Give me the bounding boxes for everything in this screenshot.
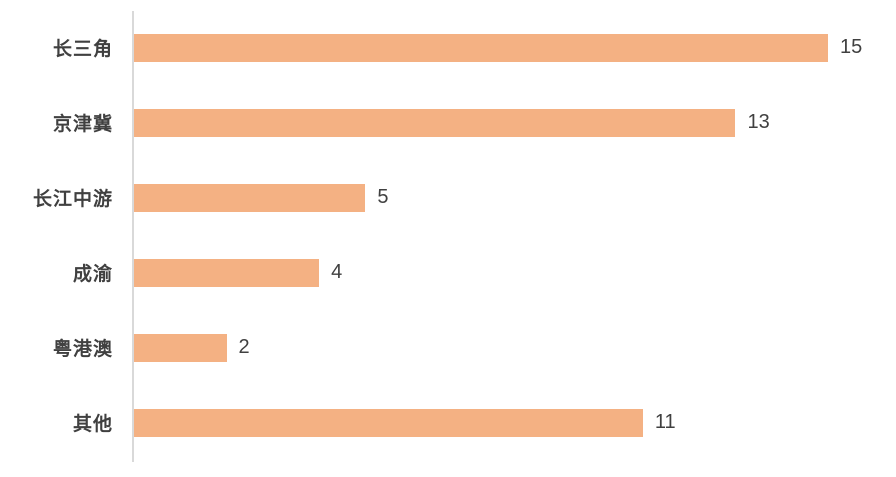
chart-row: 成渝 4: [0, 235, 896, 310]
bar: [134, 183, 366, 212]
value-label: 4: [331, 261, 343, 283]
bar-track: 11: [134, 408, 828, 437]
chart-row: 京津冀 13: [0, 85, 896, 160]
category-label: 粤港澳: [52, 339, 113, 360]
chart-row: 粤港澳 2: [0, 310, 896, 385]
category-label: 长江中游: [32, 189, 113, 210]
bar: [134, 408, 643, 437]
chart-row: 其他 11: [0, 385, 896, 460]
value-label: 11: [654, 411, 676, 433]
chart-rows: 长三角 15 京津冀 13 长江中游 5 成渝 4 粤港澳 2 其他: [0, 10, 896, 460]
value-label: 5: [377, 186, 389, 208]
category-label: 成渝: [72, 264, 113, 285]
bar: [134, 333, 227, 362]
bar-track: 15: [134, 33, 862, 62]
bar: [134, 108, 736, 137]
category-label: 长三角: [52, 39, 113, 60]
category-axis-line: [132, 11, 134, 462]
bar: [134, 33, 828, 62]
category-label: 京津冀: [52, 114, 113, 135]
value-label: 13: [747, 111, 770, 133]
category-label: 其他: [72, 414, 113, 435]
value-label: 2: [238, 336, 250, 358]
bar: [134, 258, 320, 287]
bar-track: 13: [134, 108, 828, 137]
bar-track: 2: [134, 333, 828, 362]
value-label: 15: [840, 36, 863, 58]
chart-row: 长江中游 5: [0, 160, 896, 235]
bar-track: 4: [134, 258, 828, 287]
chart-row: 长三角 15: [0, 10, 896, 85]
bar-track: 5: [134, 183, 828, 212]
